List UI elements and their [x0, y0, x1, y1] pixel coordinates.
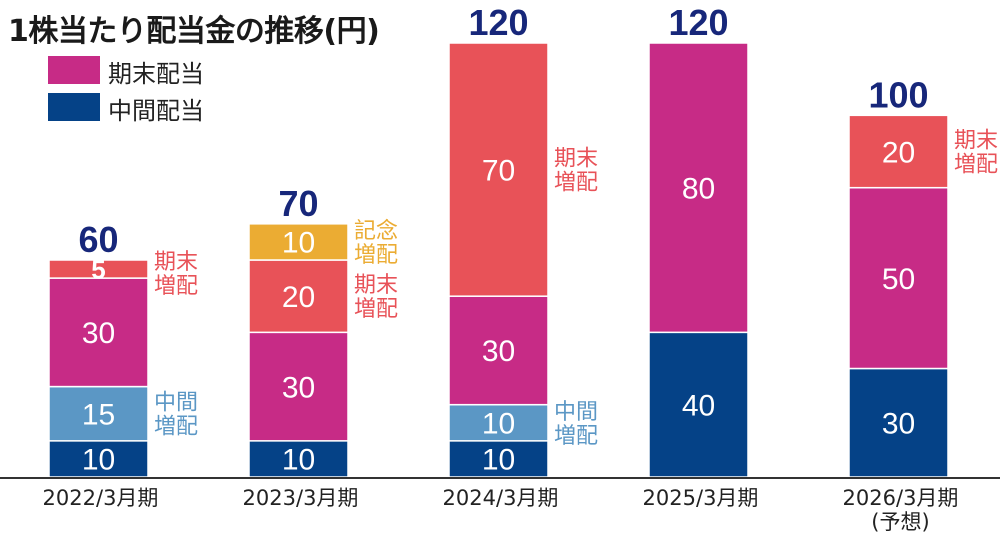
segment-note-label: 増配: [954, 153, 998, 178]
chart-title: 1株当たり配当金の推移(円): [8, 14, 380, 49]
bar-total-label: 120: [668, 2, 728, 43]
segment-note-label: 増配: [354, 297, 398, 322]
segment-note-label: 増配: [554, 171, 598, 196]
bar-total-label: 70: [278, 183, 318, 224]
segment-value-label: 30: [82, 317, 115, 350]
segment-note-label: 期末: [154, 250, 198, 275]
segment-note-label: 記念: [354, 219, 398, 244]
segment-note-label: 中間: [554, 400, 598, 425]
legend-label-kimatsu: 期末配当: [108, 60, 204, 88]
bar-segment: [48, 259, 149, 279]
segment-value-label: 30: [482, 335, 515, 368]
bar-total-label: 120: [468, 2, 528, 43]
segment-note-label: 増配: [354, 243, 398, 268]
x-tick-label: 2022/3月期: [43, 486, 159, 510]
bar-segment: [248, 223, 349, 261]
segment-note-label: 増配: [154, 274, 198, 299]
bar-segment: [448, 440, 549, 478]
segment-value-label: 10: [482, 444, 515, 477]
x-tick-label: 2026/3月期: [843, 486, 959, 510]
bar-segment: [448, 295, 549, 406]
segment-value-label: 20: [282, 281, 315, 314]
segment-note-label: 増配: [554, 424, 598, 449]
segment-note-label: 中間: [154, 391, 198, 416]
legend-swatch-kimatsu: [48, 56, 100, 84]
segment-value-label: 70: [482, 154, 515, 187]
bar-segment: [848, 186, 949, 370]
bar-segment: [48, 440, 149, 478]
segment-value-label: 50: [882, 263, 915, 296]
bar-total-label: 60: [78, 219, 118, 260]
segment-value-label: 10: [82, 444, 115, 477]
bar-total-label: 100: [868, 74, 928, 115]
x-tick-label: 2023/3月期: [243, 486, 359, 510]
segment-value-label: 20: [882, 136, 915, 169]
bar-segment: [848, 367, 949, 478]
bar-segment: [48, 385, 149, 442]
segment-note-label: 増配: [154, 415, 198, 440]
bar-segment: [848, 114, 949, 189]
x-tick-label: 2024/3月期: [443, 486, 559, 510]
segment-value-label: 40: [682, 389, 715, 422]
segment-note-label: 期末: [354, 273, 398, 298]
segment-value-label: 10: [282, 227, 315, 260]
segment-value-label: 15: [82, 399, 115, 432]
bar-segment: [448, 42, 549, 297]
legend-label-chukan: 中間配当: [108, 97, 204, 125]
legend-swatch-chukan: [48, 93, 100, 121]
segment-value-label: 5: [91, 254, 105, 284]
segment-value-label: 10: [482, 408, 515, 441]
bar-segment: [448, 403, 549, 442]
segment-note-label: 期末: [954, 129, 998, 154]
segment-note-label: 期末: [554, 147, 598, 172]
bar-segment: [648, 42, 749, 334]
x-tick-label: 2025/3月期: [643, 486, 759, 510]
bar-segment: [48, 277, 149, 388]
segment-value-label: 80: [682, 172, 715, 205]
x-tick-label: (予想): [871, 510, 929, 534]
segment-value-label: 30: [882, 408, 915, 441]
segment-value-label: 10: [282, 444, 315, 477]
segment-value-label: 30: [282, 371, 315, 404]
